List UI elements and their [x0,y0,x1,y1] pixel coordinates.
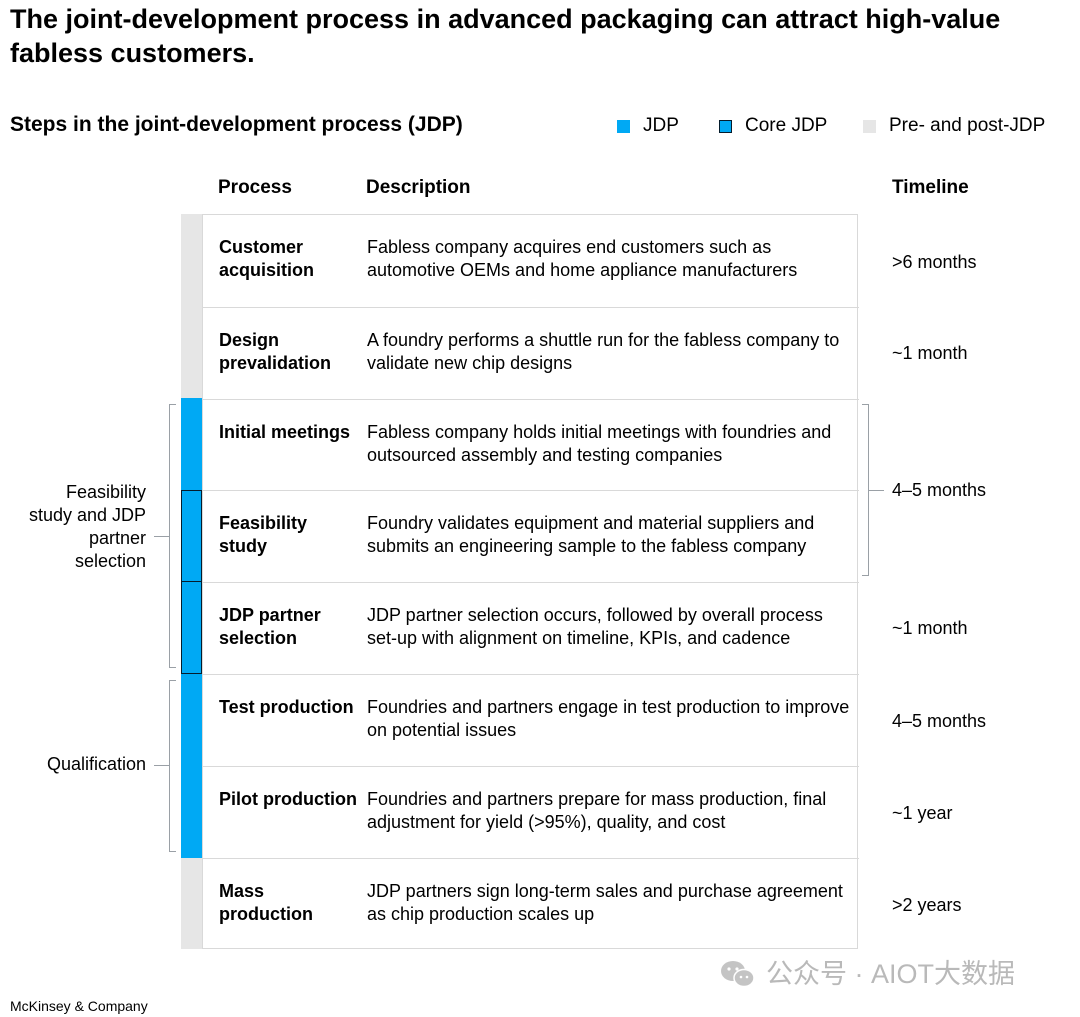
column-header-process: Process [218,177,292,198]
table-row: Initial meetings Fabless company holds i… [203,399,859,490]
category-bar-jdp [181,398,202,858]
process-table: Customer acquisition Fabless company acq… [202,214,859,949]
core-jdp-box-feasibility-study [181,490,202,582]
process-description: Fabless company holds initial meetings w… [367,422,832,465]
group-label-qualification: Qualification [46,754,146,774]
core-jdp-box-partner-selection [181,581,202,674]
process-name: Test production [219,697,354,717]
source-footer: McKinsey & Company [10,998,148,1014]
chart-subtitle: Steps in the joint-development process (… [10,113,463,136]
wechat-icon [721,961,755,988]
legend-swatch-pre-post-jdp [863,119,876,133]
process-description: Foundry validates equipment and material… [367,513,815,556]
process-description: Fabless company acquires end customers s… [367,237,798,280]
process-description: Foundries and partners prepare for mass … [367,789,827,832]
process-name: Feasibility study [219,513,308,556]
legend-item-core-jdp: Core JDP [719,113,827,139]
legend-label-pre-post-jdp: Pre- and post-JDP [889,115,1046,136]
category-bar-pre-jdp [181,214,202,398]
legend-label-core-jdp: Core JDP [745,115,828,136]
table-row: JDP partner selection JDP partner select… [203,582,859,673]
process-name: Design prevalidation [219,330,332,373]
group-label-feasibility: Feasibility study and JDP partner select… [28,482,146,571]
category-bar-post-jdp [181,858,202,949]
table-row: Feasibility study Foundry validates equi… [203,490,859,581]
legend-swatch-core-jdp [719,119,732,133]
timeline-pilot-production: ~1 year [892,803,953,823]
timeline-customer-acquisition: >6 months [892,252,977,272]
table-row: Design prevalidation A foundry performs … [203,307,859,398]
chart-title: The joint-development process in advance… [10,4,1001,68]
legend-label-jdp: JDP [643,115,679,136]
process-name: JDP partner selection [219,605,321,648]
timeline-design-prevalidation: ~1 month [892,343,968,363]
table-row: Test production Foundries and partners e… [203,674,859,765]
process-name: Pilot production [219,789,357,809]
legend-item-jdp: JDP [617,113,679,139]
process-name: Initial meetings [219,422,351,442]
watermark: 公众号 · AIOT大数据 [718,957,1015,991]
process-description: JDP partners sign long-term sales and pu… [367,881,843,924]
timeline-test-production: 4–5 months [892,711,987,731]
watermark-text: 公众号 · AIOT大数据 [766,959,1015,989]
legend-swatch-jdp [617,119,630,133]
legend-item-pre-post-jdp: Pre- and post-JDP [863,113,1045,139]
timeline-mass-production: >2 years [892,895,962,915]
table-row: Pilot production Foundries and partners … [203,766,859,857]
process-description: JDP partner selection occurs, followed b… [367,605,823,648]
column-header-description: Description [366,177,471,198]
timeline-initial-meetings-feasibility: 4–5 months [892,480,987,500]
column-header-timeline: Timeline [892,177,969,198]
timeline-jdp-partner-selection: ~1 month [892,618,968,638]
process-name: Customer acquisition [219,237,315,280]
process-name: Mass production [219,881,313,924]
process-description: A foundry performs a shuttle run for the… [367,330,840,373]
table-row: Mass production JDP partners sign long-t… [203,858,859,949]
table-row: Customer acquisition Fabless company acq… [203,215,859,306]
process-description: Foundries and partners engage in test pr… [367,697,850,740]
